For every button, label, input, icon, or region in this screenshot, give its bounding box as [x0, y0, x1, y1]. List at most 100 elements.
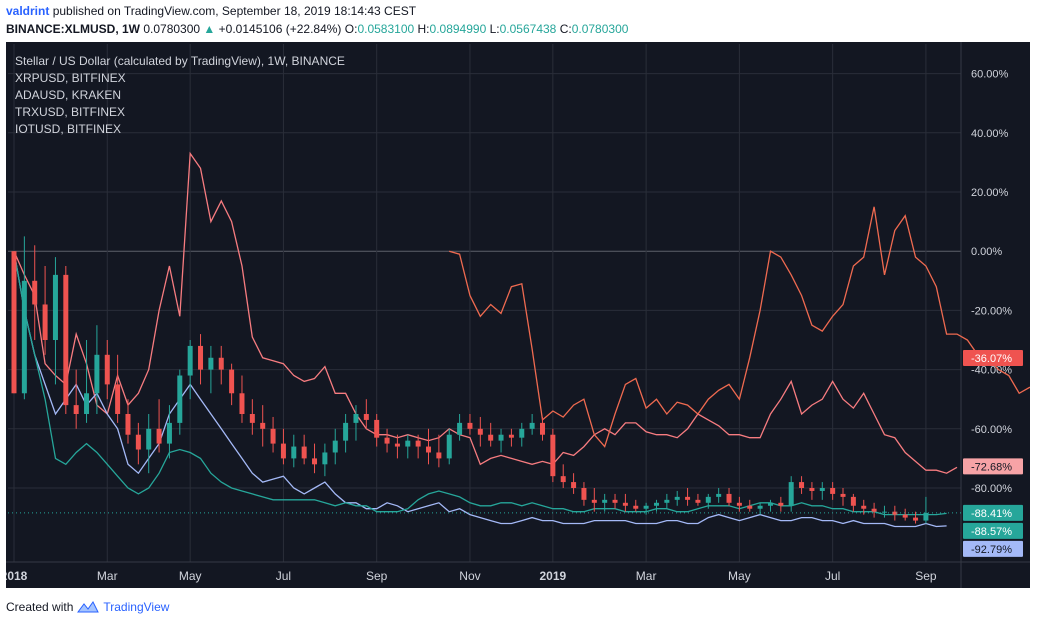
candle-body: [187, 345, 193, 376]
up-triangle-icon: ▲: [203, 22, 216, 36]
ada-line: [449, 206, 1037, 448]
candle-body: [498, 434, 504, 441]
candle-body: [63, 274, 69, 406]
x-tick-label: May: [728, 569, 751, 583]
last-value-label: -92.79%: [971, 544, 1012, 556]
y-tick-label: -60.00%: [971, 424, 1012, 436]
candle-body: [674, 496, 680, 500]
candle-body: [415, 440, 421, 447]
candle-body: [84, 393, 90, 414]
candle-body: [488, 434, 494, 441]
x-tick-label: 2019: [540, 569, 567, 583]
candle-body: [871, 508, 877, 512]
candle-body: [249, 414, 255, 423]
last-value-badge: [963, 540, 1023, 557]
candle-body: [384, 437, 390, 444]
candle-body: [705, 496, 711, 503]
candle-body: [633, 505, 639, 509]
candle-body: [757, 505, 763, 509]
candle-body: [799, 482, 805, 488]
legend-item-trx: TRXUSD, BITFINEX: [15, 105, 126, 119]
publish-header: valdrint published on TradingView.com, S…: [6, 4, 416, 18]
candle-body: [571, 482, 577, 488]
chart-svg[interactable]: 60.00% 40.00% 20.00% 0.00% -20.00% -40.00% -60…: [1, 42, 1037, 588]
legend-item-xrp: XRPUSD, BITFINEX: [15, 71, 126, 85]
candle-body: [643, 505, 649, 509]
candle-body: [291, 446, 297, 459]
candle-body: [198, 345, 204, 370]
y-tick-label: 40.00%: [971, 128, 1009, 140]
candle-body: [560, 476, 566, 483]
y-tick-label: -20.00%: [971, 305, 1012, 317]
chart-legend: Stellar / US Dollar (calculated by Tradi…: [15, 53, 345, 138]
high-label: H:: [417, 22, 430, 36]
candle-body: [208, 357, 214, 370]
candle-body: [436, 452, 442, 459]
candle-body: [602, 499, 608, 503]
y-tick-label: -40.00%: [971, 365, 1012, 377]
candle-body: [881, 511, 887, 513]
last-value-label: -88.57%: [971, 526, 1012, 538]
candle-body: [840, 493, 846, 497]
candle-body: [52, 274, 58, 340]
candle-body: [747, 505, 753, 509]
last-value-badge: [963, 504, 1023, 521]
x-tick-label: Mar: [636, 569, 657, 583]
candle-body: [664, 499, 670, 503]
open-value: 0.0583100: [357, 22, 415, 36]
candle-body: [736, 502, 742, 506]
candle-body: [477, 428, 483, 435]
candle-body: [374, 419, 380, 438]
candle-body: [529, 422, 535, 429]
x-tick-label: Jul: [825, 569, 840, 583]
candle-body: [301, 446, 307, 459]
xrp-line: [13, 151, 958, 474]
x-tick-label: Nov: [459, 569, 480, 583]
candle-body: [363, 414, 369, 420]
candle-body: [923, 512, 929, 521]
y-tick-label: 20.00%: [971, 187, 1009, 199]
candle-body: [332, 440, 338, 453]
last-value-label: -88.41%: [971, 508, 1012, 520]
chart-panel[interactable]: 60.00% 40.00% 20.00% 0.00% -20.00% -40.00% -60…: [1, 42, 1037, 588]
candle-body: [581, 488, 587, 500]
candle-body: [830, 488, 836, 494]
candle-body: [229, 369, 235, 394]
candle-body: [726, 493, 732, 503]
candle-body: [104, 354, 110, 385]
candle-body: [612, 499, 618, 503]
candle-body: [913, 517, 919, 521]
candle-body: [21, 280, 27, 394]
close-label: C:: [559, 22, 572, 36]
candle-body: [125, 414, 131, 435]
candle-body: [695, 499, 701, 503]
low-value: 0.0567438: [499, 22, 557, 36]
candle-body: [343, 422, 349, 441]
candle-body: [166, 422, 172, 444]
tradingview-brand-link[interactable]: TradingView: [103, 600, 170, 614]
candle-body: [809, 488, 815, 491]
y-tick-label: 0.00%: [971, 246, 1002, 258]
candle-body: [653, 502, 659, 506]
candle-body: [426, 446, 432, 453]
candle-body: [94, 354, 100, 394]
candle-body: [177, 375, 183, 423]
y-tick-label: 60.00%: [971, 69, 1009, 81]
low-label: L:: [489, 22, 500, 36]
x-tick-label: May: [179, 569, 202, 583]
candle-body: [685, 496, 691, 500]
candle-body: [156, 428, 162, 444]
candle-body: [73, 405, 79, 414]
candle-body: [135, 434, 141, 450]
author-link[interactable]: valdrint: [6, 4, 50, 18]
candle-body: [519, 428, 525, 438]
x-tick-label: Sep: [366, 569, 388, 583]
candle-body: [32, 280, 38, 305]
candle-body: [550, 434, 556, 477]
close-value: 0.0780300: [571, 22, 629, 36]
candle-body: [539, 422, 545, 435]
candle-body: [11, 251, 17, 394]
trx-line: [13, 251, 947, 528]
publish-info: published on TradingView.com, September …: [52, 4, 417, 18]
candle-body: [467, 422, 473, 429]
